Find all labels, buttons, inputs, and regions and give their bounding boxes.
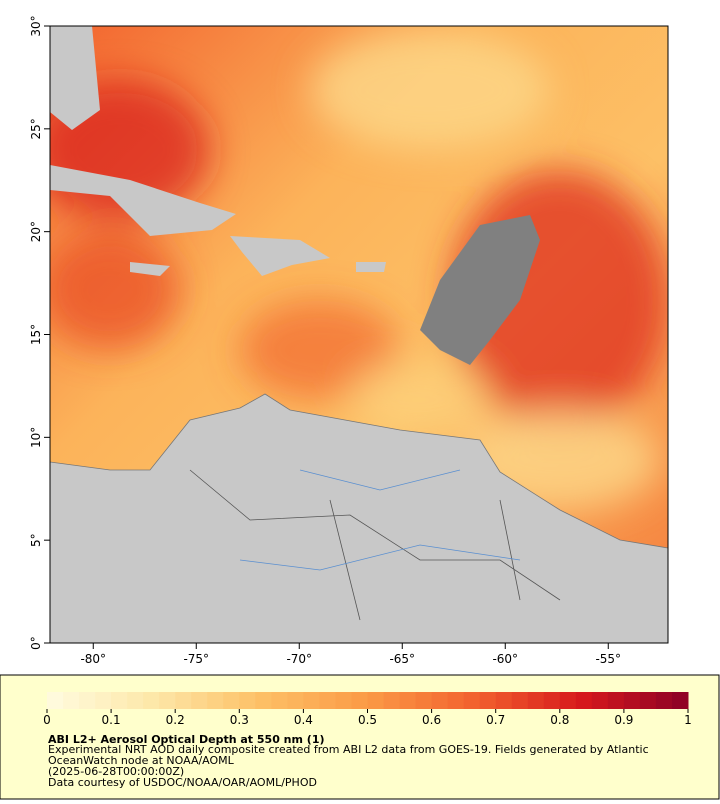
colorbar-cell <box>79 692 96 709</box>
colorbar-cell <box>287 692 304 709</box>
colorbar-tick-label: 0.4 <box>294 713 313 727</box>
axes: -80° -75° -70° -65° -60° -55° 0° 5° 10° 15° 20° 25°… <box>29 15 621 666</box>
caption-line: OceanWatch node at NOAA/AOML <box>48 754 235 767</box>
y-tick-label: 10° <box>29 427 43 448</box>
y-tick-label: 20° <box>29 221 43 242</box>
colorbar-cell <box>671 692 689 709</box>
colorbar-cell <box>111 692 128 709</box>
colorbar-cell <box>127 692 144 709</box>
caption-line: Data courtesy of USDOC/NOAA/OAR/AOML/PHO… <box>48 776 317 789</box>
colorbar-cell <box>239 692 256 709</box>
y-tick-label: 30° <box>29 15 43 36</box>
x-tick-label: -65° <box>389 652 415 666</box>
x-tick-label: -80° <box>80 652 106 666</box>
colorbar-cell <box>143 692 160 709</box>
colorbar-cell <box>351 692 368 709</box>
colorbar-tick-label: 0.3 <box>230 713 249 727</box>
colorbar-cell <box>271 692 288 709</box>
colorbar-cell <box>639 692 657 709</box>
y-tick-label: 25° <box>29 118 43 139</box>
colorbar-cell <box>47 692 64 709</box>
colorbar-cell <box>479 692 497 709</box>
colorbar-cell <box>207 692 224 709</box>
colorbar-cell <box>319 692 336 709</box>
x-tick-label: -75° <box>183 652 209 666</box>
colorbar-cell <box>655 692 673 709</box>
caption-title: ABI L2+ Aerosol Optical Depth at 550 nm … <box>48 733 325 746</box>
colorbar-cell <box>255 692 272 709</box>
colorbar-tick-label: 0.8 <box>550 713 569 727</box>
colorbar-tick-label: 0.1 <box>102 713 121 727</box>
colorbar-cell <box>623 692 641 709</box>
colorbar-cell <box>399 692 417 709</box>
colorbar-cell <box>223 692 240 709</box>
y-tick-label: 15° <box>29 324 43 345</box>
colorbar-cell <box>383 692 401 709</box>
colorbar: 0 0.1 0.2 0.3 0.4 0.5 0.6 0.7 0.8 0.9 1 <box>43 692 692 727</box>
colorbar-tick-label: 0.2 <box>166 713 185 727</box>
colorbar-tick-label: 0.5 <box>358 713 377 727</box>
colorbar-cell <box>463 692 481 709</box>
colorbar-cell <box>191 692 208 709</box>
colorbar-cell <box>543 692 561 709</box>
colorbar-cell <box>95 692 112 709</box>
colorbar-cell <box>511 692 529 709</box>
colorbar-tick-label: 0.7 <box>486 713 505 727</box>
colorbar-cell <box>367 692 385 709</box>
colorbar-cell <box>431 692 449 709</box>
caption-line: (2025-06-28T00:00:00Z) <box>48 765 184 778</box>
colorbar-cell <box>447 692 465 709</box>
colorbar-cell <box>559 692 577 709</box>
colorbar-tick-label: 0.9 <box>614 713 633 727</box>
colorbar-tick-label: 0 <box>43 713 51 727</box>
y-tick-label: 0° <box>29 636 43 650</box>
caption-line: Experimental NRT AOD daily composite cre… <box>48 743 649 756</box>
map <box>50 26 668 643</box>
colorbar-cell <box>303 692 320 709</box>
colorbar-cell <box>607 692 625 709</box>
colorbar-cell <box>495 692 513 709</box>
y-tick-label: 5° <box>29 533 43 547</box>
colorbar-cell <box>335 692 352 709</box>
colorbar-cell <box>159 692 176 709</box>
colorbar-tick-label: 0.6 <box>422 713 441 727</box>
x-tick-label: -55° <box>595 652 621 666</box>
x-tick-label: -60° <box>492 652 518 666</box>
colorbar-cell <box>527 692 545 709</box>
colorbar-cell <box>63 692 80 709</box>
colorbar-cell <box>175 692 192 709</box>
colorbar-tick-label: 1 <box>684 713 692 727</box>
x-tick-label: -70° <box>286 652 312 666</box>
colorbar-cell <box>415 692 433 709</box>
colorbar-cell <box>575 692 593 709</box>
colorbar-cell <box>591 692 609 709</box>
